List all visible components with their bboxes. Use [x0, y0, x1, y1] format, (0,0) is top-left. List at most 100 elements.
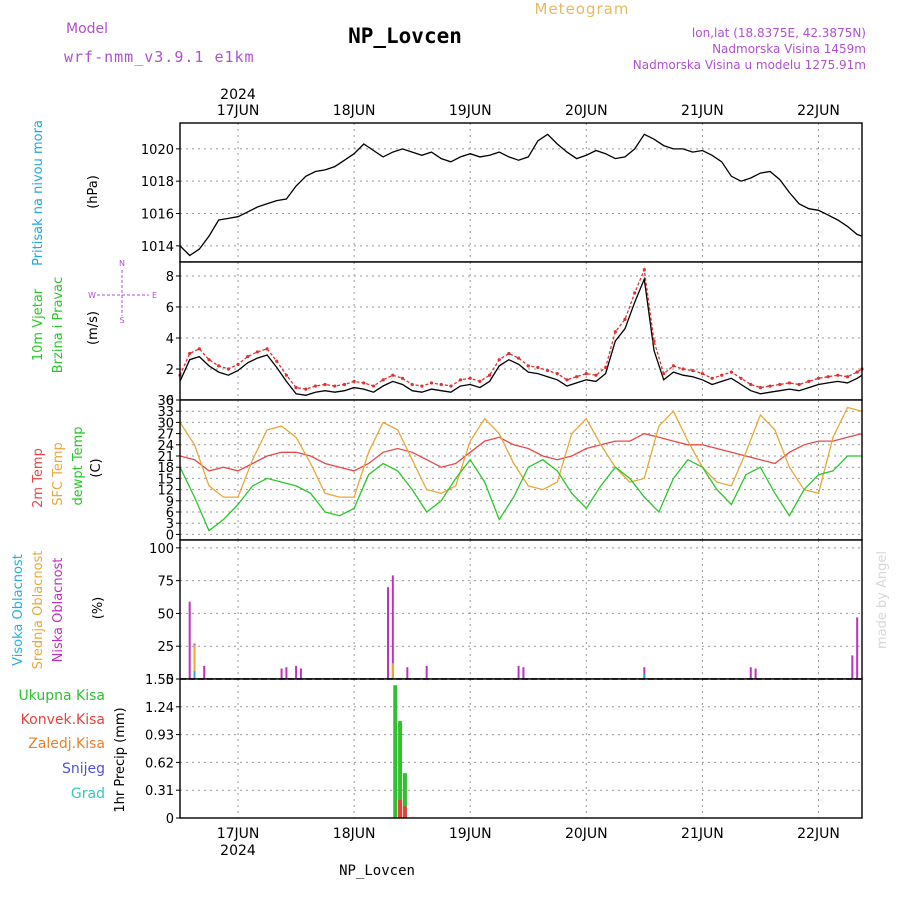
temp-ylabel-1: 2m Temp	[31, 448, 46, 508]
ytick-label-clouds-0: 0	[166, 673, 174, 688]
ytick-label-temperature-5: 15	[157, 472, 174, 487]
cloud-ylabel-3: Niska Oblacnost	[51, 558, 66, 663]
bar-precip_total	[393, 685, 398, 818]
precip-ylabel-5: Grad	[71, 786, 105, 802]
elevation-label: Nadmorska Visina 1459m	[712, 42, 866, 56]
gust-point	[826, 375, 830, 379]
gust-point	[391, 373, 395, 377]
station-title: NP_Lovcen	[348, 24, 462, 48]
day-label-top: 20JUN	[565, 103, 608, 119]
day-label-bottom: 22JUN	[797, 826, 840, 842]
year-bottom: 2024	[220, 843, 256, 859]
gust-point	[565, 378, 569, 382]
panel-bg-temperature	[180, 400, 862, 540]
bar-precip_conv	[402, 806, 407, 818]
cloud-ylabel-1: Visoka Oblacnost	[11, 554, 26, 666]
bar-precip_conv	[398, 800, 403, 818]
gust-point	[536, 365, 540, 370]
ytick-label-wind-0: 0	[166, 394, 174, 409]
gust-point	[662, 372, 666, 376]
plot-layer: 1014101610181020024680369121518212427303…	[141, 103, 864, 842]
gust-point	[226, 367, 230, 371]
ytick-label-clouds-1: 25	[157, 640, 174, 655]
gust-point	[188, 351, 192, 356]
gust-point	[623, 317, 627, 321]
gust-point	[681, 367, 685, 371]
gust-point	[362, 381, 366, 385]
gust-point	[497, 358, 501, 362]
gust-point	[410, 382, 414, 387]
bar-cloud_low	[851, 655, 854, 679]
compass-n: N	[119, 259, 125, 268]
ytick-label-pressure-2: 1018	[141, 175, 174, 190]
ytick-label-precip-1: 0.31	[145, 784, 174, 799]
bar-cloud_low	[749, 667, 752, 679]
gust-point	[749, 382, 753, 387]
lonlat-label: lon,lat (18.8375E, 42.3875N)	[692, 26, 866, 40]
gust-point	[217, 364, 221, 368]
gust-point	[584, 372, 588, 376]
bar-precip_total	[402, 773, 407, 818]
ytick-label-temperature-3: 9	[166, 495, 174, 510]
panel-bg-wind	[180, 262, 862, 400]
series-temp2m	[179, 432, 863, 472]
wind-unit: (m/s)	[86, 311, 101, 345]
gust-point	[710, 376, 714, 380]
wind-ylabel-2: Brzina i Pravac	[51, 277, 66, 374]
ytick-label-pressure-1: 1016	[141, 208, 174, 223]
temp-unit: (C)	[89, 458, 104, 477]
panel-frame-precip	[179, 678, 863, 819]
bar-cloud_high	[193, 671, 196, 679]
bar-precip_total	[398, 721, 403, 818]
ytick-label-wind-4: 8	[166, 270, 174, 285]
gust-point	[429, 381, 434, 385]
gust-point	[468, 376, 472, 380]
gust-point	[294, 385, 298, 390]
precip-ylabel-1: Ukupna Kisa	[18, 688, 105, 704]
year-top: 2024	[220, 87, 256, 103]
gust-point	[371, 384, 376, 388]
bar-cloud_low	[295, 665, 298, 679]
gust-point	[352, 379, 356, 383]
ytick-label-temperature-2: 6	[166, 506, 174, 521]
gust-point	[778, 382, 782, 387]
gust-point	[691, 368, 695, 373]
gust-point	[604, 365, 608, 370]
pressure-unit: (hPa)	[86, 175, 101, 209]
gust-point	[323, 382, 327, 387]
series-sfc_temp	[179, 406, 863, 498]
gust-point	[284, 373, 289, 377]
ytick-label-temperature-7: 21	[157, 450, 174, 465]
gust-point	[671, 364, 675, 368]
series-wind_speed	[179, 276, 863, 396]
bar-cloud_high	[643, 673, 646, 679]
bar-cloud_low	[188, 601, 191, 679]
gust-point	[633, 291, 637, 295]
panel-bg-clouds	[180, 540, 862, 679]
gust-point	[555, 372, 559, 376]
gust-point	[739, 376, 743, 380]
model-name: wrf-nmm_v3.9.1 e1km	[64, 48, 255, 66]
day-label-bottom: 21JUN	[681, 826, 724, 842]
gust-point	[758, 385, 763, 390]
day-label-top: 19JUN	[449, 103, 492, 119]
footer-station: NP_Lovcen	[339, 863, 415, 879]
ytick-label-wind-1: 2	[166, 363, 174, 378]
gust-point	[594, 373, 598, 377]
bar-cloud_low	[285, 667, 288, 679]
ytick-label-clouds-4: 100	[149, 542, 174, 557]
gust-point	[768, 384, 772, 388]
bar-cloud_low	[280, 668, 283, 679]
bar-cloud_low	[856, 617, 859, 679]
day-label-top: 22JUN	[797, 103, 840, 119]
gust-point	[807, 379, 811, 383]
ytick-label-temperature-1: 3	[166, 517, 174, 532]
gust-point	[729, 370, 734, 374]
temp-ylabel-2: SFC Temp	[51, 442, 66, 506]
panel-bg-precip	[180, 679, 862, 818]
model-elevation-label: Nadmorska Visina u modelu 1275.91m	[633, 58, 866, 72]
gust-point	[575, 375, 579, 379]
gust-point	[458, 378, 463, 382]
gust-point	[333, 384, 337, 388]
gust-point	[265, 347, 269, 351]
